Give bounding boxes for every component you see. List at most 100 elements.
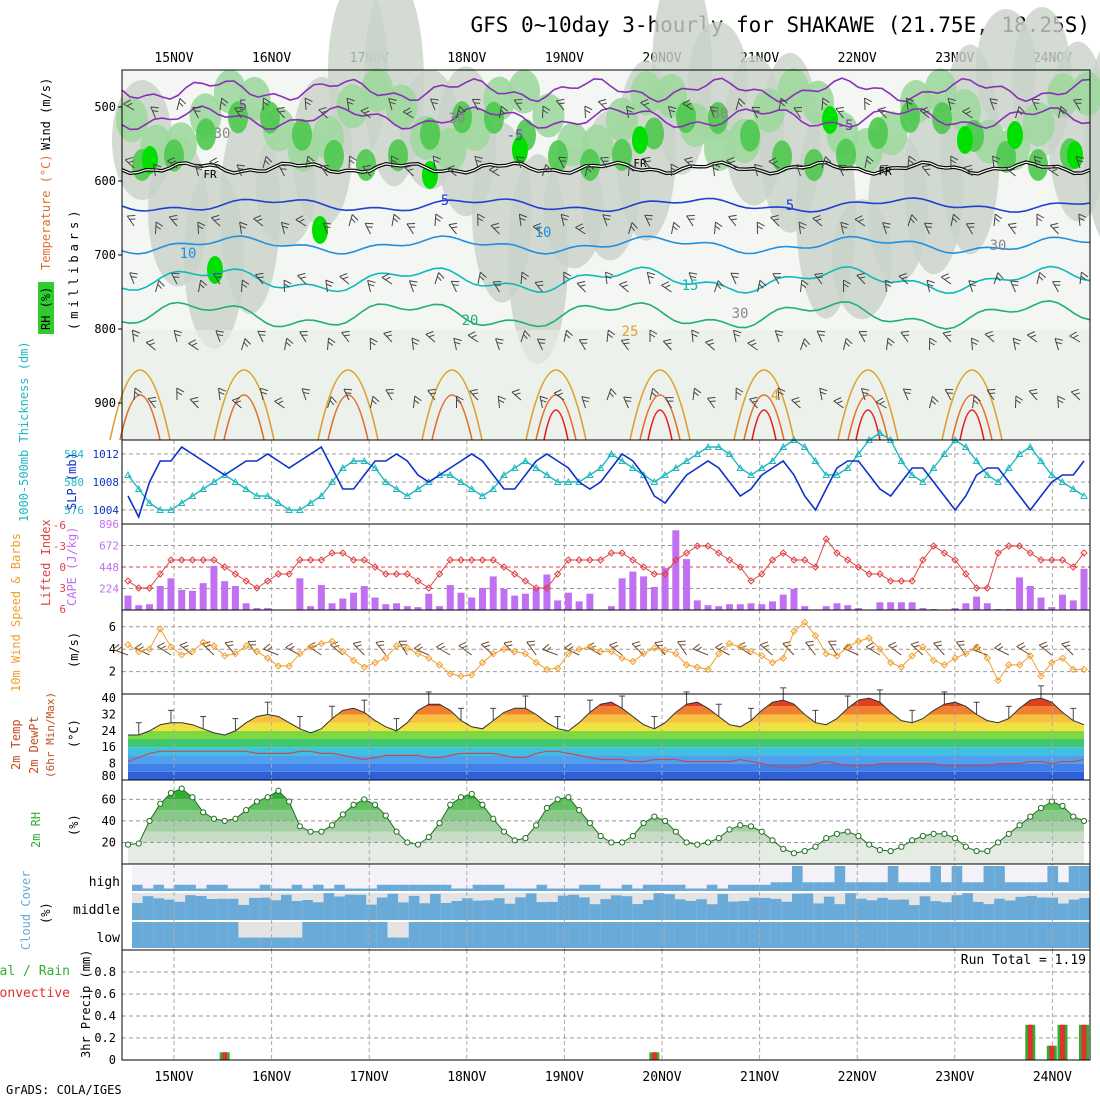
barb-feather (327, 341, 334, 346)
wind-speed-marker (940, 661, 949, 669)
thickness-marker (1015, 449, 1024, 457)
li-marker (349, 556, 358, 564)
cloud-cell (887, 866, 899, 891)
rh2m-marker (350, 801, 357, 808)
barb-staff (511, 391, 522, 401)
cloud-cell (451, 888, 463, 891)
barb-feather (458, 109, 463, 115)
cloud-cell (398, 884, 410, 891)
rh2m-marker (812, 843, 819, 850)
barb-feather (1054, 338, 1063, 341)
thickness-marker (360, 456, 369, 464)
cloud-cell-bg (483, 866, 495, 891)
cloud-cell (962, 882, 974, 891)
barb-staff (1058, 106, 1062, 119)
li-marker (618, 549, 626, 557)
cloud-cell (344, 894, 356, 920)
rh2m-marker (930, 830, 937, 837)
barb-feather (1057, 399, 1064, 404)
li-marker (543, 584, 551, 592)
barb-feather (728, 214, 737, 218)
barb-feather (814, 272, 823, 275)
rh2m-marker (511, 837, 518, 844)
cloud-cell (877, 882, 889, 891)
wind-barb (348, 214, 359, 227)
contour-20 (121, 299, 1091, 330)
temp-band (128, 747, 1084, 756)
thickness-marker (349, 456, 358, 464)
barb-feather (500, 109, 506, 115)
cloud-level-low: low (97, 931, 121, 946)
barb-feather (924, 222, 933, 225)
cloud-cell (493, 898, 505, 920)
barb-staff (921, 166, 930, 177)
barb-feather (707, 396, 716, 399)
wind-speed-marker (768, 658, 777, 667)
wind-barb (1028, 388, 1038, 401)
barb-staff (453, 338, 457, 351)
thickness-marker (994, 477, 1002, 485)
cloud-cell (834, 922, 846, 948)
cloud-cell (344, 922, 356, 948)
cloud-cell (951, 866, 963, 891)
li-marker (306, 556, 315, 564)
cloud-cell (781, 922, 793, 948)
barb-staff (606, 330, 609, 343)
barb-staff (968, 280, 973, 293)
wind-speed-marker (1058, 654, 1067, 662)
barb-feather (173, 276, 180, 278)
cloud-cell (355, 888, 367, 891)
barb-staff (965, 223, 973, 235)
cloud-cell-bg (238, 922, 250, 948)
barb-feather (414, 399, 420, 404)
cloud-cell-bg (898, 866, 910, 891)
cloud-cell-bg (132, 866, 144, 891)
barb-feather (774, 276, 781, 278)
rh-shade-light-green (1022, 102, 1055, 147)
cloud-cell-bg (387, 922, 399, 948)
barb-staff (564, 647, 580, 656)
cloud-cell (227, 898, 239, 920)
barb-staff (795, 164, 801, 177)
cloud-cell (674, 922, 686, 948)
barb-feather (236, 110, 243, 112)
cloud-cell (398, 937, 410, 948)
barb-feather (798, 221, 807, 226)
cloud-cell (823, 896, 835, 920)
barb-feather (804, 338, 811, 346)
barb-staff (605, 272, 608, 285)
barb-feather (400, 644, 407, 646)
barb-staff (972, 396, 975, 409)
cloud-cell-bg (877, 866, 889, 891)
barb-feather (306, 159, 313, 165)
barb-feather (822, 101, 828, 106)
li-marker (446, 556, 454, 564)
cloud-cell (249, 888, 261, 891)
barb-feather (333, 644, 340, 648)
li-marker (919, 556, 927, 564)
cloud-cell-bg (749, 866, 761, 891)
barb-feather (672, 225, 678, 231)
cloud-cell (664, 922, 676, 948)
barb-feather (484, 644, 491, 648)
barb-feather (684, 156, 693, 160)
cape-bar (135, 605, 143, 610)
barb-feather (436, 642, 444, 648)
barb-feather (545, 164, 552, 171)
wind-barb (962, 107, 973, 119)
wind-barb (274, 397, 285, 409)
barb-feather (833, 397, 842, 402)
barb-feather (710, 106, 719, 109)
barb-feather (609, 392, 614, 398)
barb-feather (631, 641, 640, 645)
day-label-bottom: 22NOV (838, 1070, 877, 1085)
cloud-cell (291, 884, 303, 891)
barb-staff (341, 332, 350, 343)
barb-feather (171, 218, 178, 221)
cloud-cell (1026, 895, 1038, 920)
barb-feather (160, 645, 167, 650)
wind-barb (450, 280, 460, 293)
wind-barb (231, 397, 242, 409)
